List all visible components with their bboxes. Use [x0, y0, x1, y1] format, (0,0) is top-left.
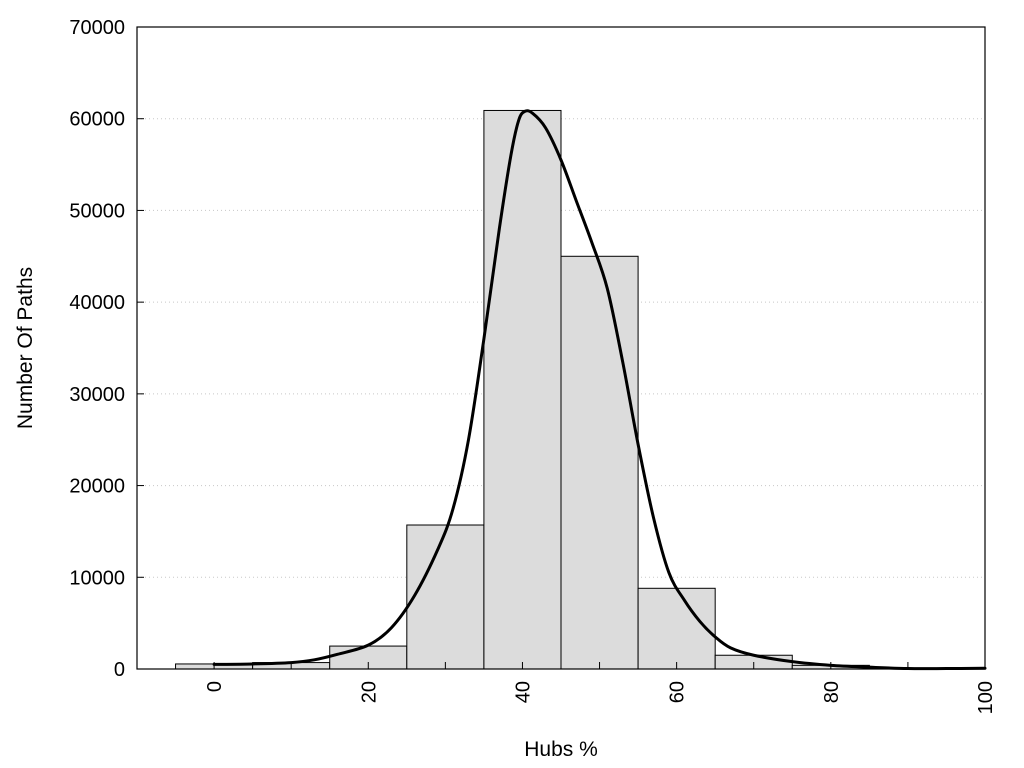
y-tick-label: 20000: [69, 476, 125, 498]
y-tick-label: 50000: [69, 200, 125, 222]
x-tick-label: 60: [667, 681, 689, 703]
plot-frame: [136, 26, 986, 670]
density-curve: [212, 109, 987, 671]
x-tick-label: 80: [821, 681, 843, 703]
y-tick-label: 70000: [69, 17, 125, 39]
histogram-bar: [406, 524, 485, 670]
histogram-bar: [483, 109, 562, 670]
density-curve-layer: [212, 109, 987, 671]
y-tick-label: 30000: [69, 384, 125, 406]
y-axis-label: Number Of Paths: [14, 267, 37, 429]
x-tick-label: 20: [358, 681, 380, 703]
x-tick-label: 0: [204, 681, 226, 692]
axis-ticks: [137, 26, 986, 670]
x-tick-label: 100: [975, 681, 997, 714]
y-tick-label: 10000: [69, 567, 125, 589]
histogram-bar: [637, 587, 716, 670]
y-tick-label: 60000: [69, 109, 125, 131]
x-axis-label: Hubs %: [524, 738, 598, 761]
y-tick-labels: 0 10000 20000 30000 40000 50000 60000 70000: [69, 17, 125, 681]
histogram-bar: [560, 255, 639, 670]
x-tick-label: 40: [512, 681, 534, 703]
x-tick-labels: 0 20 40 60 80 100: [204, 681, 997, 714]
histogram-bars: [175, 109, 947, 670]
y-tick-label: 0: [114, 659, 125, 681]
y-tick-label: 40000: [69, 292, 125, 314]
